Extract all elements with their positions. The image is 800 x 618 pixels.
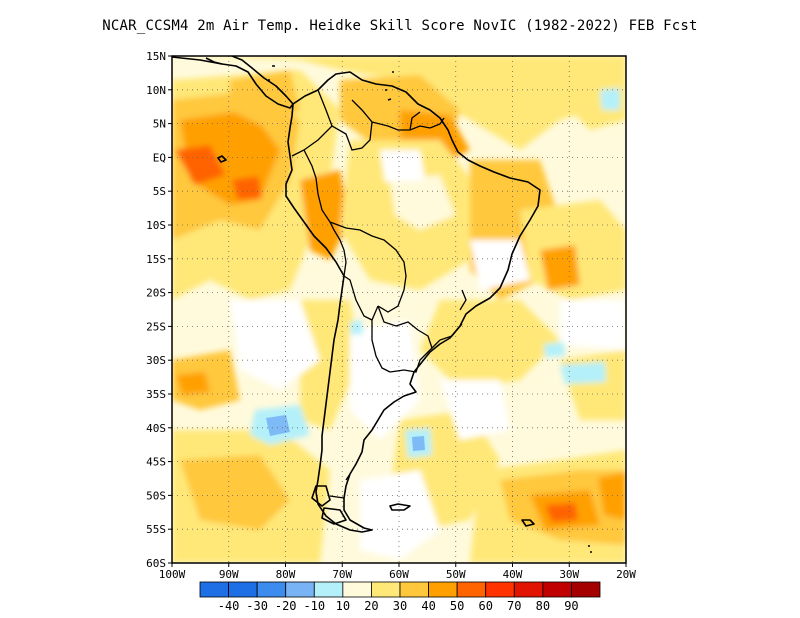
colorbar-swatch (399, 581, 429, 598)
lon-tick-label: 40W (503, 568, 523, 581)
country-borders (291, 89, 467, 499)
colorbar-label: -30 (246, 599, 268, 613)
colorbar-label: 90 (564, 599, 578, 613)
colorbar-label: 80 (536, 599, 550, 613)
lat-tick-label: EQ (153, 151, 166, 164)
colorbar-swatch (456, 581, 487, 598)
lon-tick-label: 80W (276, 568, 296, 581)
colorbar-swatch (513, 581, 544, 598)
lon-tick-label: 100W (159, 568, 186, 581)
colorbar-label: 70 (507, 599, 521, 613)
graticule (168, 55, 627, 567)
colorbar-label: 40 (421, 599, 435, 613)
colorbar-swatch (542, 581, 572, 598)
colorbar-swatch (571, 581, 601, 598)
plot-frame (171, 55, 627, 564)
colorbar-label: -10 (303, 599, 325, 613)
colorbar-swatch (428, 581, 458, 598)
lon-tick-label: 70W (332, 568, 352, 581)
coastline (172, 56, 592, 553)
colorbar-swatch (228, 581, 258, 598)
lat-tick-label: 30S (146, 354, 166, 367)
lat-tick-label: 25S (146, 320, 166, 333)
colorbar-label: -20 (275, 599, 297, 613)
colorbar-swatch (371, 581, 401, 598)
lat-tick-label: 10S (146, 219, 166, 232)
colorbar-label: 60 (478, 599, 492, 613)
lat-tick-label: 40S (146, 422, 166, 435)
colorbar-label: 50 (450, 599, 464, 613)
latitude-labels: 15N 10N 5N EQ 5S 10S 15S 20S 25S 30S 35S 40S 45S 50S 5… (146, 50, 166, 570)
lat-tick-label: 20S (146, 287, 166, 300)
colorbar-label: 20 (364, 599, 378, 613)
lat-tick-label: 50S (146, 489, 166, 502)
lat-tick-label: 55S (146, 523, 166, 536)
lat-tick-label: 10N (146, 84, 166, 97)
colorbar-swatch (199, 581, 229, 598)
lat-tick-label: 5N (153, 118, 166, 131)
lon-tick-label: 90W (219, 568, 239, 581)
lon-tick-label: 50W (446, 568, 466, 581)
lat-tick-label: 15S (146, 253, 166, 266)
colorbar-label: 30 (393, 599, 407, 613)
lon-tick-label: 20W (616, 568, 636, 581)
colorbar-swatch (256, 581, 287, 598)
colorbar-label: -40 (218, 599, 240, 613)
lat-tick-label: 45S (146, 456, 166, 469)
colorbar-swatch (285, 581, 315, 598)
colorbar: -40 -30 -20 -10 10 20 30 40 50 60 70 80 90 (199, 581, 601, 613)
colorbar-swatch (485, 581, 515, 598)
lat-tick-label: 60S (146, 557, 166, 570)
colorbar-label: 10 (336, 599, 350, 613)
colorbar-swatch (342, 581, 372, 598)
colorbar-swatch (313, 581, 344, 598)
lon-tick-label: 60W (389, 568, 409, 581)
map-title: NCAR_CCSM4 2m Air Temp. Heidke Skill Sco… (102, 18, 698, 34)
lat-tick-label: 15N (146, 50, 166, 63)
lon-tick-label: 30W (559, 568, 579, 581)
lat-tick-label: 5S (153, 185, 166, 198)
longitude-labels: 100W 90W 80W 70W 60W 50W 40W 30W 20W (159, 568, 637, 581)
lat-tick-label: 35S (146, 388, 166, 401)
